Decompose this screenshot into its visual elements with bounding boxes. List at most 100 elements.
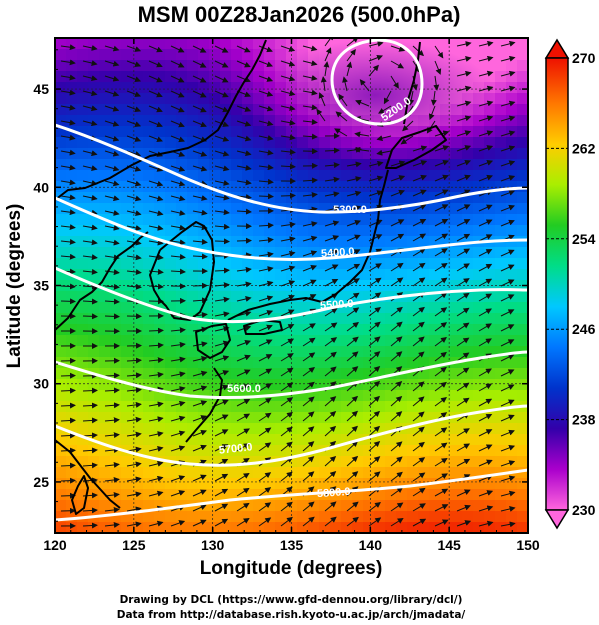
contour-label: 5800.0 <box>317 486 351 500</box>
shade-cell <box>209 390 221 402</box>
shade-cell <box>253 478 265 490</box>
shade-cell <box>264 258 276 270</box>
wind-arrow <box>258 472 272 482</box>
shade-cell <box>275 500 287 512</box>
shade-cell <box>143 412 155 424</box>
shade-cell <box>341 324 353 336</box>
wind-arrow <box>104 432 120 439</box>
shade-cell <box>374 357 386 369</box>
shade-cell <box>341 247 353 259</box>
shade-cell <box>407 478 419 490</box>
shade-cell <box>209 203 221 215</box>
shade-cell <box>297 236 309 248</box>
shade-cell <box>385 390 397 402</box>
shade-cell <box>253 203 265 215</box>
shade-cell <box>451 269 463 281</box>
shade-cell <box>517 247 528 259</box>
wind-arrow <box>148 520 164 527</box>
wind-arrow <box>104 313 120 320</box>
shade-cell <box>495 60 507 72</box>
wind-arrow <box>500 324 515 332</box>
coast-east-asia <box>55 39 267 201</box>
shade-cell <box>165 434 177 446</box>
shade-cell <box>473 192 485 204</box>
shade-cell <box>132 203 144 215</box>
shade-cell <box>154 126 166 138</box>
shade-cell <box>176 258 188 270</box>
credit-data: Data from http://database.rish.kyoto-u.a… <box>117 609 466 621</box>
shade-cell <box>407 236 419 248</box>
shade-cell <box>429 203 441 215</box>
wind-arrow <box>258 339 273 347</box>
wind-arrow <box>390 262 404 272</box>
wind-arrow <box>478 308 492 317</box>
wind-arrow <box>236 75 251 83</box>
shade-cell <box>121 181 133 193</box>
shade-cell <box>297 313 309 325</box>
wind-arrow <box>170 475 186 482</box>
shade-cell <box>55 38 67 50</box>
shade-cell <box>66 170 78 182</box>
shade-cell <box>363 203 375 215</box>
shade-cell <box>275 511 287 523</box>
wind-arrow <box>478 338 492 347</box>
shade-cell <box>396 401 408 413</box>
shade-cell <box>264 170 276 182</box>
shade-cell <box>517 214 528 226</box>
shade-cell <box>154 159 166 171</box>
wind-arrow <box>236 164 252 171</box>
shade-cell <box>132 291 144 303</box>
shade-cell <box>473 445 485 457</box>
wind-arrow <box>280 309 295 317</box>
shade-cell <box>154 423 166 435</box>
shade-cell <box>495 500 507 512</box>
shade-cell <box>319 225 331 237</box>
shade-cell <box>319 335 331 347</box>
shade-cell <box>396 478 408 490</box>
wind-arrow <box>148 254 164 261</box>
wind-arrow <box>258 368 273 377</box>
wind-arrow <box>302 352 316 362</box>
shade-cell <box>451 214 463 226</box>
shade-cell <box>176 489 188 501</box>
shade-cell <box>517 412 528 424</box>
wind-arrow <box>390 441 403 452</box>
shade-cell <box>506 115 518 127</box>
shade-cell <box>297 225 309 237</box>
shade-cell <box>143 49 155 61</box>
shade-cell <box>143 71 155 83</box>
shade-cell <box>143 104 155 116</box>
shade-cell <box>88 159 100 171</box>
wind-arrow <box>126 239 142 246</box>
shade-cell <box>209 313 221 325</box>
shade-cell <box>66 500 78 512</box>
wind-arrow <box>170 180 186 187</box>
wind-arrow <box>368 501 381 512</box>
wind-arrow <box>280 324 295 332</box>
wind-arrow <box>412 487 426 497</box>
wind-arrow <box>324 471 337 482</box>
wind-arrow <box>192 519 207 527</box>
shade-cell <box>385 500 397 512</box>
shade-cell <box>275 401 287 413</box>
shade-cell <box>374 170 386 182</box>
shade-cell <box>143 423 155 435</box>
wind-arrow <box>280 119 296 126</box>
shade-cell <box>308 335 320 347</box>
wind-arrow <box>412 426 425 437</box>
shade-cell <box>341 148 353 160</box>
shade-cell <box>132 423 144 435</box>
wind-arrow <box>170 268 186 275</box>
wind-arrow <box>214 399 229 407</box>
shade-cell <box>407 346 419 358</box>
shade-cell <box>363 313 375 325</box>
shade-cell <box>484 159 496 171</box>
shade-cell <box>132 456 144 468</box>
shade-cell <box>253 126 265 138</box>
shade-cell <box>352 368 364 380</box>
shade-cell <box>198 170 210 182</box>
shade-cell <box>319 247 331 259</box>
shade-cell <box>495 126 507 138</box>
shade-cell <box>451 236 463 248</box>
shade-cell <box>396 390 408 402</box>
